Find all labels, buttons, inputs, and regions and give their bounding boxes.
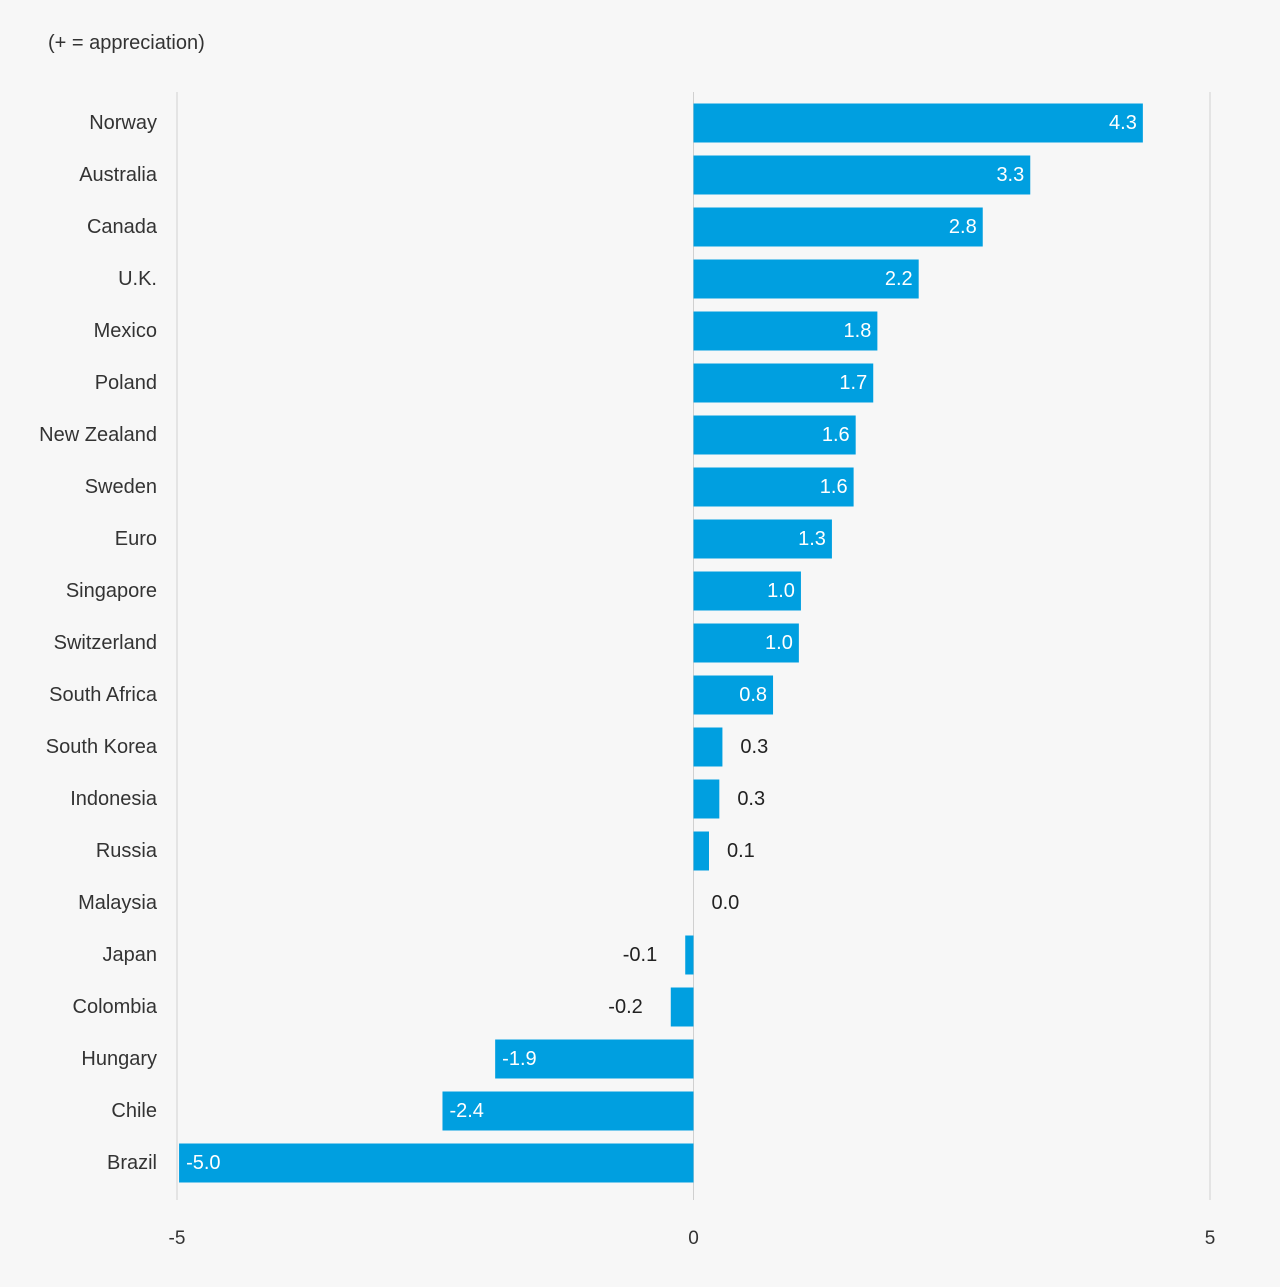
value-label: 3.3	[996, 164, 1024, 186]
category-label: Brazil	[107, 1152, 157, 1174]
bar	[693, 103, 1143, 143]
bar	[693, 155, 1031, 195]
bar	[693, 311, 878, 351]
value-label: 0.3	[740, 736, 768, 758]
category-label: Colombia	[73, 996, 158, 1018]
bar	[495, 1039, 694, 1079]
value-label: 1.6	[822, 424, 850, 446]
bar	[693, 571, 801, 611]
category-label: U.K.	[118, 268, 157, 290]
value-labels: 4.3 3.3 2.8 2.2 1.8 1.7 1.6 1.6 1.3 1.0 1.0 0.8 0.3 0…	[186, 112, 1137, 1174]
category-label: South Africa	[49, 684, 158, 706]
category-label: Hungary	[81, 1048, 157, 1070]
value-label: 0.8	[739, 684, 767, 706]
x-tick-label: 5	[1205, 1228, 1216, 1249]
bar	[693, 415, 856, 455]
bar	[693, 207, 983, 247]
value-label: 0.1	[727, 840, 755, 862]
bar	[693, 623, 799, 663]
category-label: South Korea	[46, 736, 158, 758]
value-label: -2.4	[449, 1100, 483, 1122]
category-label: Norway	[89, 112, 157, 134]
category-label: Malaysia	[78, 892, 158, 914]
value-label: 2.2	[885, 268, 913, 290]
bar	[693, 519, 832, 559]
value-label: -0.1	[623, 944, 657, 966]
category-label: Australia	[79, 164, 158, 186]
category-label: Indonesia	[70, 788, 158, 810]
chart-subtitle: (+ = appreciation)	[48, 32, 205, 54]
category-label: Mexico	[94, 320, 157, 342]
value-label: -0.2	[608, 996, 642, 1018]
bar	[693, 363, 874, 403]
bar	[442, 1091, 694, 1131]
value-label: 1.6	[820, 476, 848, 498]
category-label: Sweden	[85, 476, 157, 498]
bar	[179, 1143, 694, 1183]
bar	[693, 727, 723, 767]
value-label: 1.0	[765, 632, 793, 654]
bar	[693, 779, 720, 819]
value-label: 1.0	[767, 580, 795, 602]
category-label: Poland	[95, 372, 157, 394]
x-axis-ticks: -5 0 5	[169, 1228, 1216, 1249]
value-label: 2.8	[949, 216, 977, 238]
value-label: 4.3	[1109, 112, 1137, 134]
category-label: Euro	[115, 528, 157, 550]
value-label: 1.7	[839, 372, 867, 394]
value-label: -5.0	[186, 1152, 220, 1174]
category-label: Japan	[103, 944, 158, 966]
category-label: New Zealand	[39, 424, 157, 446]
value-label: 0.3	[737, 788, 765, 810]
value-label: -1.9	[502, 1048, 536, 1070]
x-tick-label: 0	[688, 1228, 699, 1249]
value-label: 1.3	[798, 528, 826, 550]
bar	[693, 831, 709, 871]
category-label: Russia	[96, 840, 158, 862]
bars	[179, 103, 1143, 1183]
category-label: Chile	[111, 1100, 157, 1122]
category-label: Switzerland	[54, 632, 157, 654]
value-label: 1.8	[844, 320, 872, 342]
value-label: 0.0	[712, 892, 740, 914]
bar	[693, 467, 854, 507]
bar	[693, 259, 919, 299]
category-label: Singapore	[66, 580, 157, 602]
bar	[670, 987, 694, 1027]
x-tick-label: -5	[169, 1228, 186, 1249]
category-labels: Norway Australia Canada U.K. Mexico Poland New…	[39, 112, 158, 1174]
bar	[685, 935, 694, 975]
category-label: Canada	[87, 216, 158, 238]
bar	[693, 675, 774, 715]
